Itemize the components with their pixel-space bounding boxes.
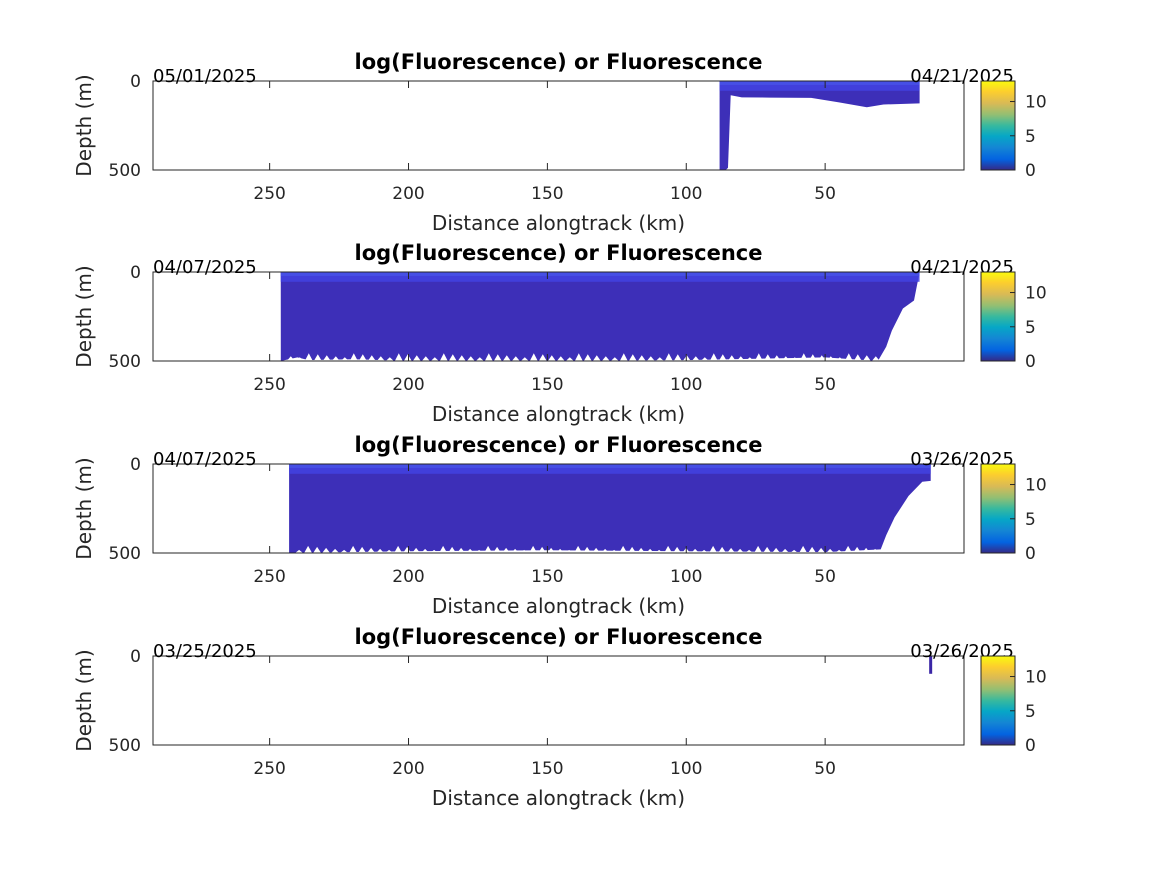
panel-title: log(Fluorescence) or Fluorescence [355, 625, 763, 649]
colorbar-tick-label: 0 [1025, 544, 1036, 564]
y-axis-label: Depth (m) [72, 457, 96, 559]
colorbar-tick-label: 0 [1025, 736, 1036, 756]
colorbar: 0 5 10 [980, 655, 1047, 756]
y-tick-label: 0 [130, 72, 141, 92]
x-axis-label: Distance alongtrack (km) [432, 786, 685, 810]
colorbar-gradient [980, 271, 1016, 362]
colorbar-gradient [980, 463, 1016, 554]
fluorescence-body [289, 464, 931, 553]
y-axis-label: Depth (m) [72, 74, 96, 176]
start-date-label: 04/07/2025 [153, 449, 257, 470]
y-tick-label: 0 [130, 647, 141, 667]
fluorescence-body [280, 272, 920, 361]
data-region [289, 464, 931, 553]
y-tick-label: 500 [109, 544, 141, 564]
colorbar-tick-label: 10 [1025, 476, 1047, 496]
colorbar-gradient [980, 655, 1016, 746]
surface-layer [280, 272, 920, 282]
x-tick-label: 50 [814, 567, 836, 587]
bottom-sawtooth [725, 162, 806, 170]
panel-title: log(Fluorescence) or Fluorescence [355, 433, 763, 457]
start-date-label: 05/01/2025 [153, 66, 257, 87]
surface-layer-top [280, 272, 920, 276]
axes-box [152, 80, 965, 171]
colorbar: 0 5 10 [980, 80, 1047, 181]
x-tick-label: 100 [670, 184, 702, 204]
colorbar-tick-label: 0 [1025, 352, 1036, 372]
bottom-sawtooth [295, 545, 889, 553]
y-tick-label: 500 [109, 352, 141, 372]
y-axis-label: Depth (m) [72, 649, 96, 751]
colorbar-gradient [980, 80, 1016, 171]
x-tick-label: 200 [392, 567, 424, 587]
x-tick-label: 250 [253, 759, 285, 779]
data-region [280, 272, 920, 361]
y-tick-label: 500 [109, 161, 141, 181]
panel-title: log(Fluorescence) or Fluorescence [355, 50, 763, 74]
colorbar-tick-label: 5 [1025, 127, 1036, 147]
colorbar-tick-label: 5 [1025, 702, 1036, 722]
y-tick-label: 0 [130, 455, 141, 475]
x-tick-label: 250 [253, 567, 285, 587]
panel-title: log(Fluorescence) or Fluorescence [355, 241, 763, 265]
x-tick-label: 150 [531, 375, 563, 395]
y-tick-label: 500 [109, 736, 141, 756]
x-tick-label: 50 [814, 375, 836, 395]
axes-box [152, 655, 965, 746]
colorbar: 0 5 10 [980, 271, 1047, 372]
surface-layer [719, 81, 920, 91]
x-tick-label: 250 [253, 375, 285, 395]
bottom-sawtooth [286, 353, 880, 361]
fluorescence-body [719, 81, 920, 170]
colorbar-tick-label: 5 [1025, 318, 1036, 338]
x-tick-label: 150 [531, 567, 563, 587]
x-axis-label: Distance alongtrack (km) [432, 594, 685, 618]
colorbar-tick-label: 5 [1025, 510, 1036, 530]
y-axis-label: Depth (m) [72, 265, 96, 367]
data-region [719, 81, 920, 170]
x-tick-label: 50 [814, 184, 836, 204]
x-tick-label: 200 [392, 759, 424, 779]
x-tick-label: 200 [392, 375, 424, 395]
colorbar-tick-label: 0 [1025, 161, 1036, 181]
x-tick-label: 100 [670, 567, 702, 587]
x-tick-label: 150 [531, 759, 563, 779]
x-tick-label: 50 [814, 759, 836, 779]
colorbar-tick-label: 10 [1025, 668, 1047, 688]
x-axis-label: Distance alongtrack (km) [432, 402, 685, 426]
x-tick-label: 200 [392, 184, 424, 204]
colorbar: 0 5 10 [980, 463, 1047, 564]
colorbar-tick-label: 10 [1025, 284, 1047, 304]
start-date-label: 04/07/2025 [153, 257, 257, 278]
axes-box [152, 271, 965, 362]
x-tick-label: 150 [531, 184, 563, 204]
surface-layer [289, 464, 931, 474]
x-tick-label: 100 [670, 375, 702, 395]
surface-layer-top [289, 464, 931, 468]
axes-box [152, 463, 965, 554]
surface-layer-top [719, 81, 920, 85]
x-axis-label: Distance alongtrack (km) [432, 211, 685, 235]
colorbar-tick-label: 10 [1025, 93, 1047, 113]
x-tick-label: 250 [253, 184, 285, 204]
y-tick-label: 0 [130, 263, 141, 283]
start-date-label: 03/25/2025 [153, 641, 257, 662]
x-tick-label: 100 [670, 759, 702, 779]
